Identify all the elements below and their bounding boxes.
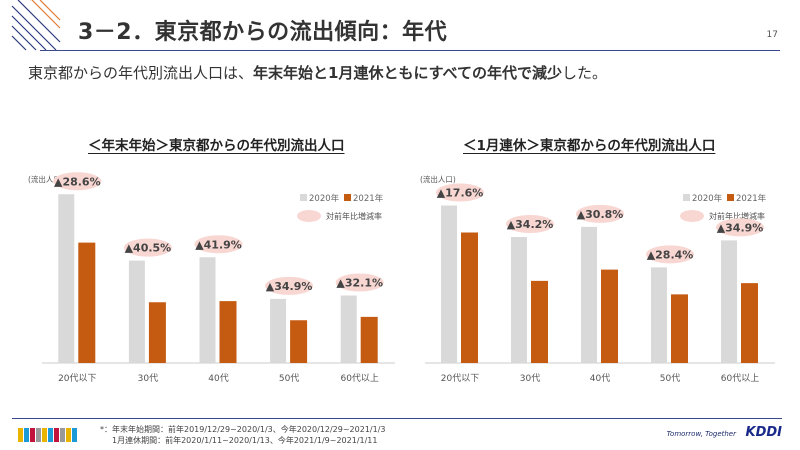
x-tick-label: 60代以上 — [721, 373, 759, 384]
bar-2021 — [601, 269, 618, 363]
rate-bubble — [646, 245, 694, 264]
legend-rate-bubble — [297, 210, 321, 222]
rate-bubble — [576, 204, 624, 223]
bar-2021 — [741, 283, 758, 363]
lead-bold: 年末年始と1月連休ともにすべての年代で減少 — [253, 64, 562, 82]
legend-swatch-2020 — [300, 194, 307, 201]
chart-title-newyear: ＜年末年始＞東京都からの年代別流出人口 — [88, 138, 345, 154]
header-divider — [40, 50, 780, 51]
footer-divider — [12, 418, 782, 419]
x-tick-label: 60代以上 — [340, 373, 378, 384]
legend-swatch-2021 — [344, 194, 351, 201]
rate-label: ▲32.1% — [336, 277, 383, 290]
chart-title-january: ＜1月連休＞東京都からの年代別流出人口 — [463, 138, 716, 154]
rate-bubble — [265, 276, 314, 295]
x-tick-label: 30代 — [520, 373, 540, 384]
rate-label: ▲34.2% — [507, 218, 554, 231]
y-axis-label: (流出人口) — [420, 174, 456, 184]
rate-bubble — [506, 215, 554, 233]
rate-label: ▲28.6% — [54, 175, 101, 188]
bar-2021 — [461, 232, 478, 363]
rate-bubble — [436, 183, 484, 202]
bar-2021 — [219, 301, 237, 363]
kddi-logo: KDDI — [745, 425, 783, 440]
footnote-newyear: *：年末年始期間：前年2019/12/29~2020/1/3、今年2020/12… — [100, 425, 386, 434]
color-blocks-logo — [18, 428, 78, 442]
bar-2020 — [581, 226, 597, 363]
bar-2021 — [360, 316, 378, 363]
x-tick-label: 20代以下 — [58, 373, 96, 384]
legend-label-2021: 2021年 — [353, 193, 384, 204]
rate-label: ▲40.5% — [125, 242, 172, 255]
tagline: Tomorrow, Together — [666, 430, 736, 438]
y-axis-label: (流出人口) — [28, 174, 64, 184]
rate-label: ▲41.9% — [195, 238, 242, 251]
bar-2021 — [671, 294, 688, 363]
legend-label-2020: 2020年 — [309, 193, 340, 204]
page-title: 3－2．東京都からの流出傾向：年代 — [78, 20, 448, 45]
bar-2021 — [78, 242, 96, 363]
bar-2020 — [340, 295, 357, 363]
rate-label: ▲30.8% — [577, 208, 624, 221]
lead-text: 東京都からの年代別流出人口は、年末年始と1月連休ともにすべての年代で減少した。 — [28, 62, 607, 83]
bar-2020 — [58, 194, 75, 363]
rate-bubble — [53, 172, 102, 191]
legend-label-2020: 2020年 — [692, 193, 723, 204]
bar-2021 — [531, 280, 548, 363]
bar-2020 — [511, 237, 527, 363]
bar-2020 — [270, 298, 287, 363]
rate-bubble — [123, 238, 172, 257]
bar-2021 — [290, 320, 308, 363]
x-tick-label: 40代 — [208, 373, 228, 384]
x-tick-label: 50代 — [279, 373, 299, 384]
legend-label-rate: 対前年比増減率 — [326, 211, 382, 221]
rate-label: ▲34.9% — [266, 280, 313, 293]
bar-2020 — [199, 257, 216, 363]
rate-label: ▲17.6% — [437, 187, 484, 200]
legend-rate-bubble — [680, 210, 704, 222]
lead-part2: した。 — [561, 64, 607, 82]
footnote-january: 1月連休期間：前年2020/1/11~2020/1/13、今年2021/1/9~… — [112, 436, 378, 445]
lead-part1: 東京都からの年代別流出人口は、 — [28, 64, 254, 82]
rate-bubble — [335, 273, 384, 292]
rate-label: ▲34.9% — [717, 221, 764, 234]
bar-2020 — [721, 240, 737, 363]
bar-2020 — [128, 260, 145, 363]
x-tick-label: 50代 — [660, 373, 680, 384]
legend-label-2021: 2021年 — [736, 193, 767, 204]
rate-label: ▲28.4% — [647, 248, 694, 261]
header-stripes-decoration — [11, 0, 61, 51]
x-tick-label: 20代以下 — [441, 373, 479, 384]
legend-swatch-2021 — [727, 194, 734, 201]
legend-swatch-2020 — [683, 194, 690, 201]
x-tick-label: 40代 — [590, 373, 610, 384]
legend-label-rate: 対前年比増減率 — [709, 211, 765, 221]
bar-2020 — [441, 205, 457, 363]
bar-2020 — [651, 267, 667, 363]
rate-bubble — [194, 235, 243, 254]
x-tick-label: 30代 — [138, 373, 158, 384]
rate-bubble — [716, 218, 764, 237]
bar-2021 — [148, 302, 166, 363]
page-number: 17 — [766, 30, 778, 40]
